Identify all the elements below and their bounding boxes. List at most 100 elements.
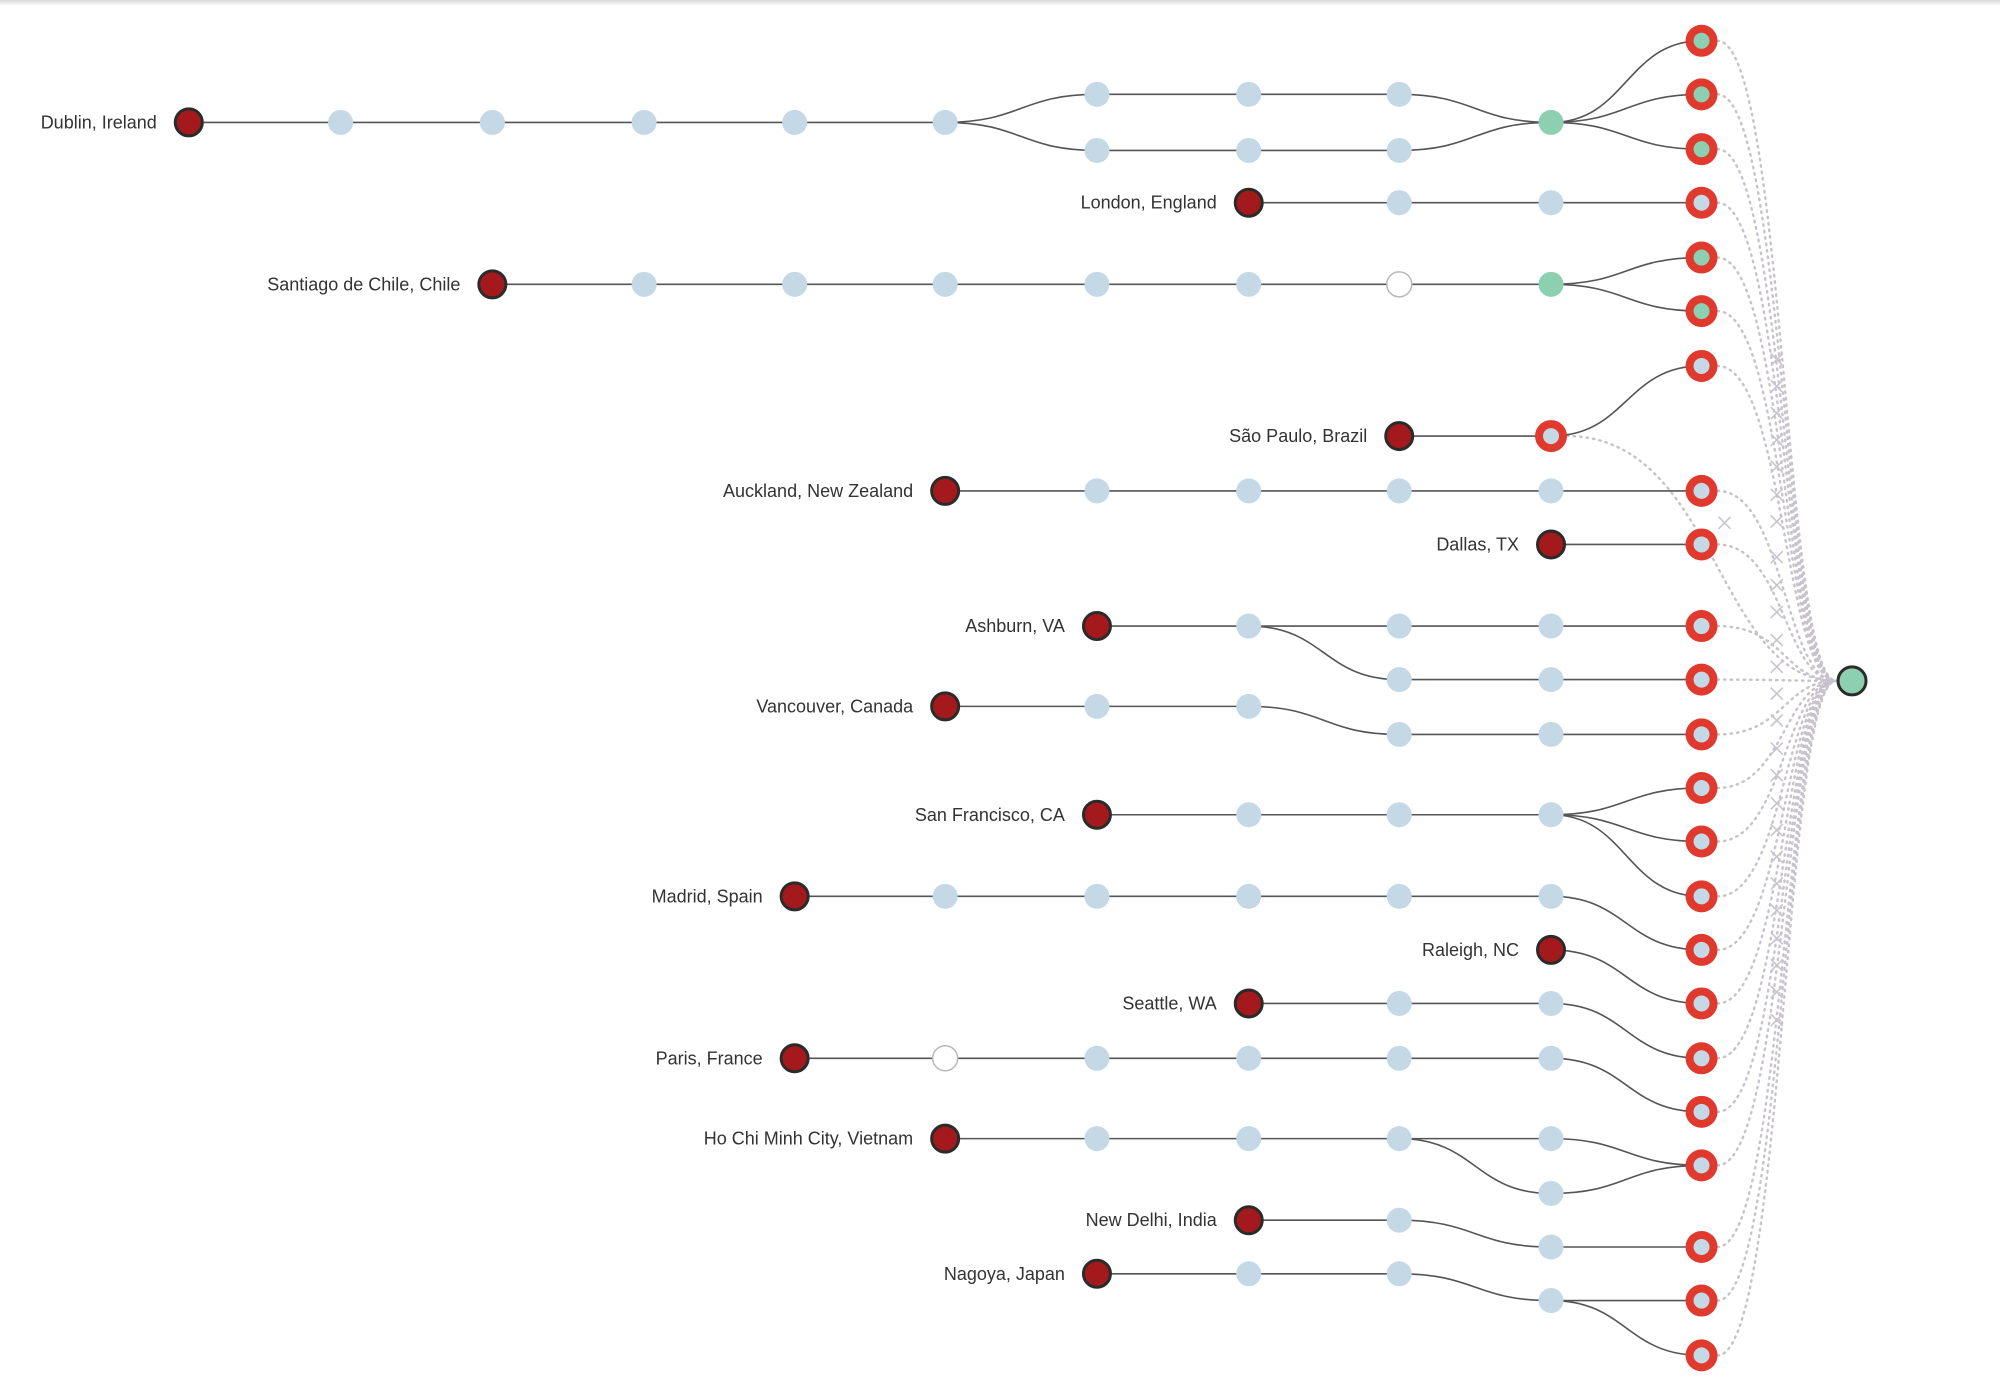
origin-node[interactable]	[779, 881, 810, 912]
hop-node[interactable]	[1386, 1207, 1412, 1233]
hop-node[interactable]	[1538, 478, 1564, 504]
hop-node[interactable]	[1386, 802, 1412, 828]
hop-node[interactable]	[1084, 693, 1110, 719]
hop-node[interactable]	[1236, 271, 1262, 297]
hop-node[interactable]	[1538, 667, 1564, 693]
hop-node[interactable]	[932, 109, 958, 135]
origin-node[interactable]	[1081, 799, 1112, 830]
hop-node[interactable]	[1386, 613, 1412, 639]
endpoint-node[interactable]	[1685, 825, 1718, 858]
endpoint-node[interactable]	[1685, 771, 1718, 804]
endpoint-node[interactable]	[1685, 718, 1718, 751]
hop-node[interactable]	[1236, 883, 1262, 909]
endpoint-node[interactable]	[1685, 349, 1718, 382]
destination-node[interactable]	[1836, 665, 1868, 697]
origin-node[interactable]	[1233, 187, 1264, 218]
endpoint-node[interactable]	[1685, 186, 1718, 219]
hop-node[interactable]	[1236, 693, 1262, 719]
hop-node[interactable]	[1236, 81, 1262, 107]
origin-node[interactable]	[930, 691, 961, 722]
hop-node[interactable]	[1538, 721, 1564, 747]
hop-node[interactable]	[631, 109, 657, 135]
hop-node[interactable]	[328, 109, 354, 135]
hop-node[interactable]	[1538, 190, 1564, 216]
endpoint-node[interactable]	[1685, 78, 1718, 111]
origin-node[interactable]	[930, 475, 961, 506]
endpoint-node[interactable]	[1685, 1042, 1718, 1075]
endpoint-node[interactable]	[1685, 663, 1718, 696]
hop-node[interactable]	[1386, 990, 1412, 1016]
origin-node[interactable]	[1233, 1205, 1264, 1236]
endpoint-node[interactable]	[1685, 1095, 1718, 1128]
endpoint-node[interactable]	[1685, 133, 1718, 166]
hop-node[interactable]	[1084, 478, 1110, 504]
green-hop-node[interactable]	[1538, 109, 1564, 135]
origin-node[interactable]	[1081, 1258, 1112, 1289]
endpoint-node[interactable]	[1685, 1230, 1718, 1263]
hop-node[interactable]	[1386, 137, 1412, 163]
hop-node[interactable]	[1084, 271, 1110, 297]
hop-node[interactable]	[1386, 1126, 1412, 1152]
endpoint-node[interactable]	[1685, 933, 1718, 966]
unknown-hop-node[interactable]	[1385, 271, 1413, 298]
hop-node[interactable]	[1236, 613, 1262, 639]
hop-node[interactable]	[1538, 802, 1564, 828]
hop-node[interactable]	[1386, 190, 1412, 216]
hop-node[interactable]	[1084, 1126, 1110, 1152]
hop-node[interactable]	[1386, 667, 1412, 693]
endpoint-node[interactable]	[1685, 1149, 1718, 1182]
endpoint-node[interactable]	[1685, 241, 1718, 274]
endpoint-node[interactable]	[1685, 528, 1718, 561]
origin-node[interactable]	[1536, 529, 1567, 560]
origin-node[interactable]	[1536, 934, 1567, 965]
hop-node[interactable]	[782, 271, 808, 297]
hop-node[interactable]	[1386, 1045, 1412, 1071]
hop-node[interactable]	[1386, 478, 1412, 504]
endpoint-node[interactable]	[1685, 610, 1718, 643]
endpoint-node[interactable]	[1535, 420, 1568, 453]
origin-node[interactable]	[930, 1123, 961, 1154]
hop-node[interactable]	[1538, 1126, 1564, 1152]
hop-node[interactable]	[932, 271, 958, 297]
endpoint-node[interactable]	[1685, 1284, 1718, 1317]
hop-node[interactable]	[1084, 1045, 1110, 1071]
origin-node[interactable]	[1384, 421, 1415, 452]
origin-node[interactable]	[779, 1043, 810, 1074]
hop-node[interactable]	[1236, 478, 1262, 504]
endpoint-node[interactable]	[1685, 24, 1718, 57]
hop-node[interactable]	[1236, 137, 1262, 163]
hop-node[interactable]	[1236, 802, 1262, 828]
unknown-hop-node[interactable]	[931, 1045, 959, 1072]
endpoint-node[interactable]	[1685, 1339, 1718, 1372]
hop-node[interactable]	[1084, 81, 1110, 107]
origin-node[interactable]	[1081, 611, 1112, 642]
hop-node[interactable]	[782, 109, 808, 135]
hop-node[interactable]	[1538, 1288, 1564, 1314]
origin-node[interactable]	[1233, 988, 1264, 1019]
hop-node[interactable]	[1386, 1261, 1412, 1287]
hop-node[interactable]	[1538, 1045, 1564, 1071]
hop-node[interactable]	[479, 109, 505, 135]
endpoint-node[interactable]	[1685, 474, 1718, 507]
hop-node[interactable]	[1386, 883, 1412, 909]
hop-node[interactable]	[932, 883, 958, 909]
origin-node[interactable]	[173, 107, 204, 138]
green-hop-node[interactable]	[1538, 271, 1564, 297]
hop-node[interactable]	[1538, 1180, 1564, 1206]
hop-node[interactable]	[1538, 613, 1564, 639]
hop-node[interactable]	[631, 271, 657, 297]
hop-node[interactable]	[1386, 81, 1412, 107]
hop-node[interactable]	[1084, 883, 1110, 909]
origin-node[interactable]	[477, 269, 508, 300]
hop-node[interactable]	[1084, 137, 1110, 163]
hop-node[interactable]	[1236, 1261, 1262, 1287]
endpoint-node[interactable]	[1685, 880, 1718, 913]
endpoint-node[interactable]	[1685, 295, 1718, 328]
hop-node[interactable]	[1236, 1126, 1262, 1152]
endpoint-node[interactable]	[1685, 987, 1718, 1020]
hop-node[interactable]	[1386, 721, 1412, 747]
hop-node[interactable]	[1236, 1045, 1262, 1071]
hop-node[interactable]	[1538, 1234, 1564, 1260]
hop-node[interactable]	[1538, 883, 1564, 909]
hop-node[interactable]	[1538, 990, 1564, 1016]
